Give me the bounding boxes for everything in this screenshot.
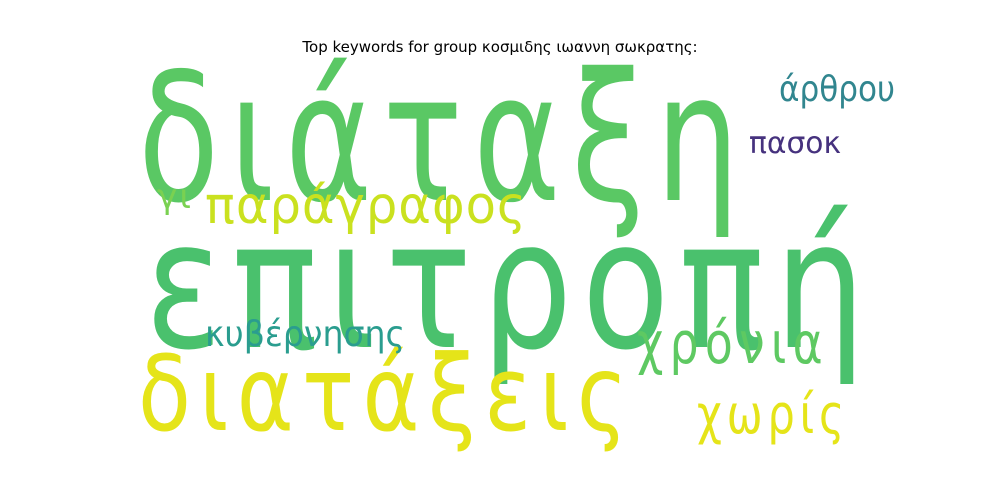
chart-title: Top keywords for group κοσμιδης ιωαννη σ… xyxy=(302,38,698,56)
word-3: διατάξεις xyxy=(138,333,636,455)
word-6: χωρίς xyxy=(697,383,849,446)
word-8: άρθρου xyxy=(779,69,895,110)
word-4: παράγραφος xyxy=(205,176,527,236)
word-1: διάταξη xyxy=(138,35,750,242)
word-2: επιτροπή xyxy=(145,182,875,389)
word-5: χρόνια xyxy=(637,309,829,377)
word-7: κυβέρνησης xyxy=(205,314,405,355)
word-9: πασοκ xyxy=(749,126,841,161)
word-10: γι xyxy=(157,177,193,217)
